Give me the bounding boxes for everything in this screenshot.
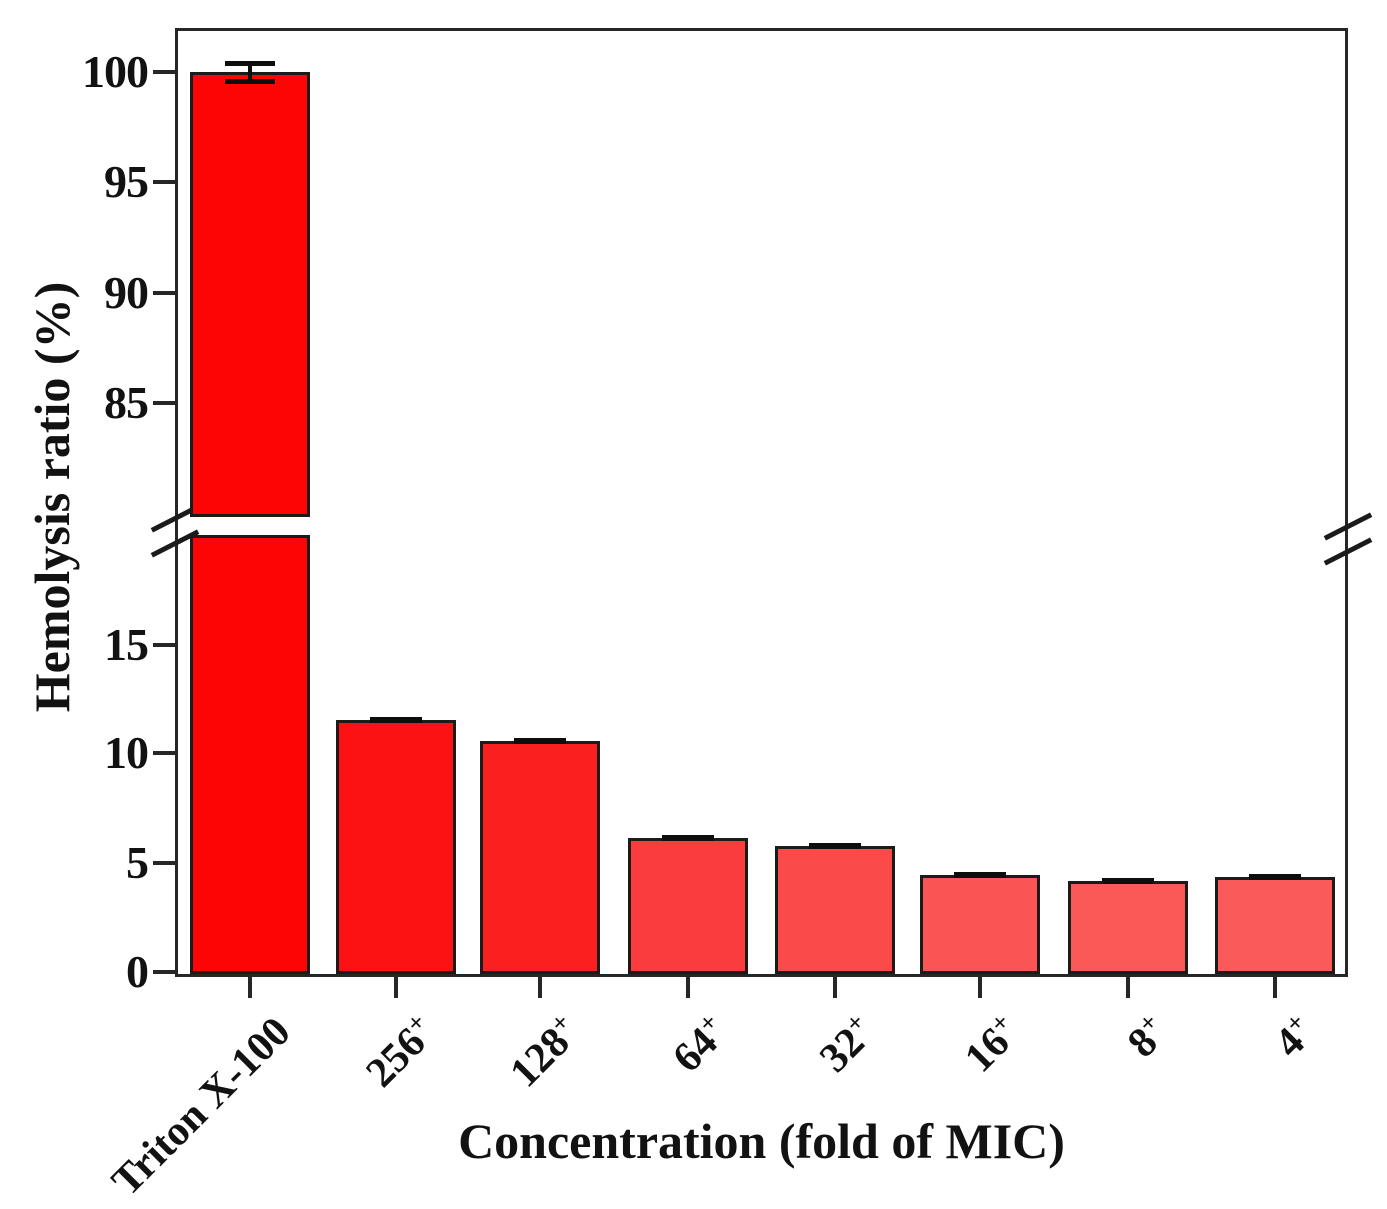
error-bar-cap: [514, 738, 566, 745]
y-axis-tick: [153, 751, 175, 755]
bar-128-: [480, 741, 600, 974]
error-bar-cap: [809, 843, 861, 850]
y-tick-label: 85: [104, 377, 149, 428]
x-tick-label-8-: 8+: [1119, 1007, 1167, 1067]
x-axis-tick: [686, 977, 690, 998]
bar-8-: [1068, 881, 1188, 974]
x-axis-tick: [1273, 977, 1277, 998]
x-axis-title: Concentration (fold of MIC): [458, 1113, 1065, 1169]
x-tick-label-128-: 128+: [501, 1007, 579, 1097]
x-tick-label-32-: 32+: [811, 1007, 874, 1082]
error-bar-cap: [370, 716, 422, 723]
x-tick-label-triton-x-100: Triton X-100: [103, 1008, 300, 1205]
y-tick-label: 0: [126, 946, 149, 997]
y-axis-tick: [153, 643, 175, 647]
y-axis-tick: [153, 401, 175, 405]
y-tick-label: 90: [104, 267, 149, 318]
x-axis-tick: [978, 977, 982, 998]
x-tick-label-256-: 256+: [357, 1007, 435, 1097]
y-tick-label: 95: [104, 156, 149, 207]
y-axis-tick: [153, 861, 175, 865]
error-bar-cap: [225, 78, 275, 84]
bar-64-: [628, 837, 748, 974]
y-tick-label: 5: [126, 837, 149, 888]
y-tick-label: 100: [82, 46, 149, 97]
x-axis-tick: [394, 977, 398, 998]
bar-16-: [920, 874, 1040, 974]
y-axis-tick: [153, 291, 175, 295]
x-tick-label-16-: 16+: [956, 1007, 1019, 1082]
x-axis-tick: [1126, 977, 1130, 998]
y-tick-label: 15: [104, 619, 149, 670]
bar-32-: [775, 846, 895, 974]
x-tick-label-4-: 4+: [1266, 1007, 1314, 1067]
bar-4-: [1215, 876, 1335, 974]
error-bar-cap: [662, 834, 714, 841]
y-tick-label: 10: [104, 727, 149, 778]
x-axis-tick: [538, 977, 542, 998]
x-tick-label-64-: 64+: [664, 1007, 727, 1082]
error-bar-cap: [225, 61, 275, 67]
x-axis-tick: [833, 977, 837, 998]
error-bar-cap: [1249, 873, 1301, 880]
error-bar: [248, 63, 252, 81]
y-axis-tick: [153, 970, 175, 974]
bar-triton-x-100: [190, 71, 310, 517]
x-axis-tick: [248, 977, 252, 998]
bar-triton-x-100-lower-segment: [190, 535, 310, 974]
error-bar-cap: [954, 871, 1006, 878]
bar-256-: [336, 719, 456, 974]
error-bar-cap: [1102, 878, 1154, 885]
y-axis-tick: [153, 70, 175, 74]
y-axis-tick: [153, 180, 175, 184]
